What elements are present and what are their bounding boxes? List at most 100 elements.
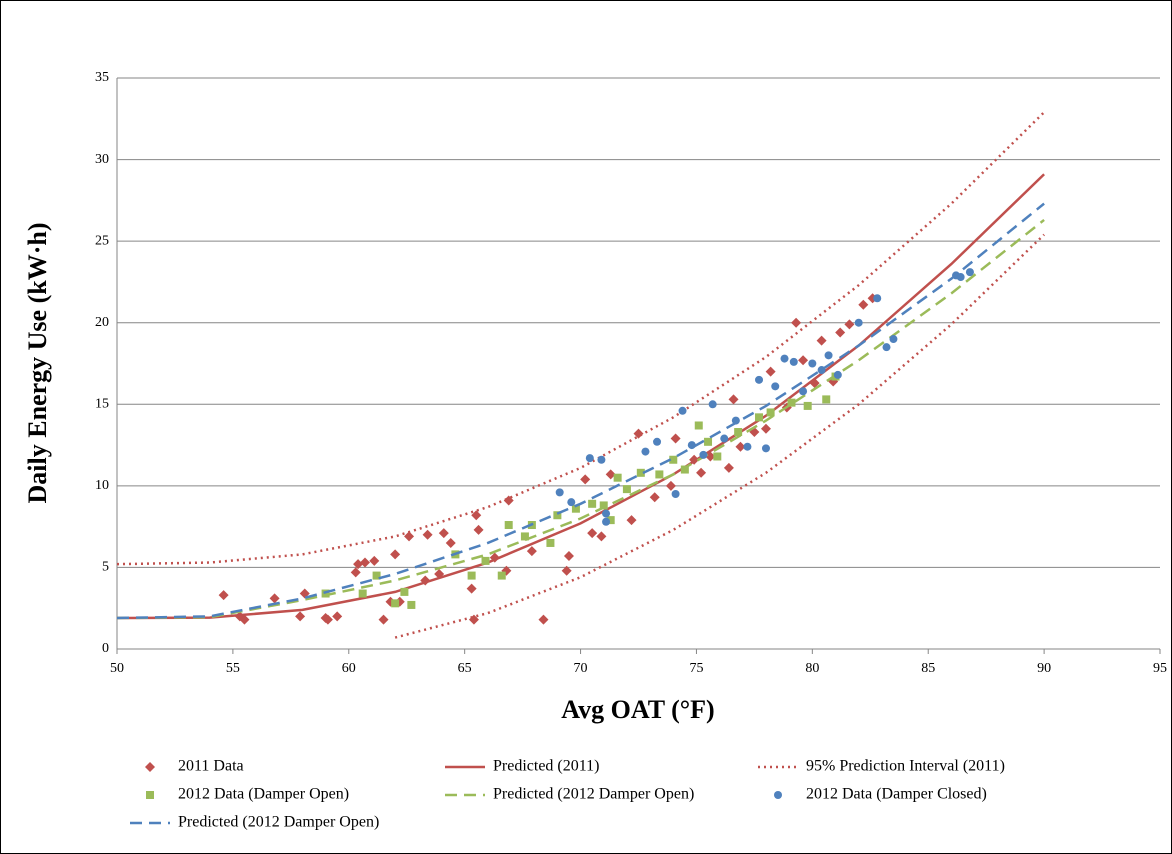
scatter-point <box>378 614 389 625</box>
scatter-point <box>760 423 771 434</box>
scatter-point <box>218 590 229 601</box>
scatter-point <box>467 571 476 580</box>
scatter-point <box>665 480 676 491</box>
scatter-point <box>546 538 555 547</box>
scatter-point <box>422 529 433 540</box>
scatter-point <box>670 433 681 444</box>
scatter-point <box>798 355 809 366</box>
scatter-point <box>735 441 746 452</box>
scatter-point <box>466 583 477 594</box>
line-series <box>116 218 1045 620</box>
scatter-point <box>391 599 400 608</box>
scatter-point <box>605 469 616 480</box>
scatter-point <box>622 485 631 494</box>
scatter-point <box>649 492 660 503</box>
scatter-point <box>873 294 882 303</box>
scatter-point <box>824 351 833 360</box>
scatter-point <box>956 273 965 282</box>
y-tick-label: 5 <box>102 560 109 575</box>
scatter-point <box>708 400 717 409</box>
scatter-point <box>791 317 802 328</box>
scatter-point <box>471 510 482 521</box>
legend-swatch <box>774 791 782 799</box>
scatter-point <box>671 490 680 499</box>
scatter-point <box>445 537 456 548</box>
scatter-point <box>597 455 606 464</box>
legend-label: 2011 Data <box>178 758 244 775</box>
scatter-point <box>713 452 722 461</box>
scatter-point <box>789 357 798 366</box>
scatter-point <box>596 531 607 542</box>
legend-label: 95% Prediction Interval (2011) <box>806 758 1005 775</box>
scatter-point <box>350 567 361 578</box>
scatter-point <box>587 528 598 539</box>
x-tick-label: 70 <box>574 661 588 676</box>
scatter-point <box>497 571 506 580</box>
x-tick-label: 80 <box>805 661 819 676</box>
scatter-point <box>613 473 622 482</box>
scatter-point <box>799 387 808 396</box>
scatter-point <box>844 319 855 330</box>
scatter-point <box>295 611 306 622</box>
scatter-point <box>787 398 796 407</box>
scatter-point <box>743 442 752 451</box>
scatter-point <box>602 517 611 526</box>
scatter-point <box>835 327 846 338</box>
scatter-point <box>504 521 513 530</box>
scatter-point <box>588 499 597 508</box>
legend-label: 2012 Data (Damper Closed) <box>806 786 987 803</box>
scatter-point <box>580 474 591 485</box>
scatter-point <box>678 406 687 415</box>
x-tick-label: 75 <box>689 661 703 676</box>
scatter-point <box>636 468 645 477</box>
scatter-point <box>438 528 449 539</box>
scatter-point <box>704 437 713 446</box>
scatter-point <box>694 421 703 430</box>
scatter-point <box>567 498 576 507</box>
scatter-point <box>755 413 764 422</box>
scatter-point <box>553 511 562 520</box>
scatter-point <box>332 611 343 622</box>
scatter-point <box>669 455 678 464</box>
scatter-point <box>353 559 364 570</box>
scatter-point <box>734 428 743 437</box>
legend-label: 2012 Data (Damper Open) <box>178 786 349 803</box>
line-series <box>116 173 1045 620</box>
line-series <box>116 111 1045 566</box>
x-tick-label: 60 <box>342 661 356 676</box>
scatter-point <box>854 318 863 327</box>
scatter-point <box>822 395 831 404</box>
legend-label: Predicted (2012 Damper Open) <box>178 814 379 831</box>
scatter-point <box>626 515 637 526</box>
scatter-point <box>728 394 739 405</box>
scatter-point <box>765 366 776 377</box>
scatter-point <box>599 501 608 510</box>
legend-label: Predicted (2012 Damper Open) <box>493 786 694 803</box>
scatter-point <box>833 370 842 379</box>
y-tick-label: 30 <box>95 152 109 167</box>
scatter-point <box>322 614 333 625</box>
y-tick-label: 10 <box>95 478 109 493</box>
scatter-point <box>520 532 529 541</box>
scatter-point <box>761 444 770 453</box>
scatter-point <box>555 488 564 497</box>
scatter-point <box>571 504 580 513</box>
y-axis-title: Daily Energy Use (kW·h) <box>23 223 52 504</box>
scatter-point <box>766 408 775 417</box>
y-tick-label: 25 <box>95 233 109 248</box>
line-series <box>116 202 1045 620</box>
x-tick-label: 55 <box>226 661 240 676</box>
scatter-point <box>239 614 250 625</box>
scatter-point <box>720 434 729 443</box>
scatter-point <box>400 587 409 596</box>
scatter-point <box>404 531 415 542</box>
x-axis-title: Avg OAT (°F) <box>561 695 714 724</box>
scatter-point <box>407 600 416 609</box>
scatter-point <box>360 557 371 568</box>
scatter-point <box>655 470 664 479</box>
scatter-point <box>771 382 780 391</box>
y-tick-label: 35 <box>95 70 109 85</box>
scatter-point <box>889 335 898 344</box>
scatter-point <box>585 454 594 463</box>
